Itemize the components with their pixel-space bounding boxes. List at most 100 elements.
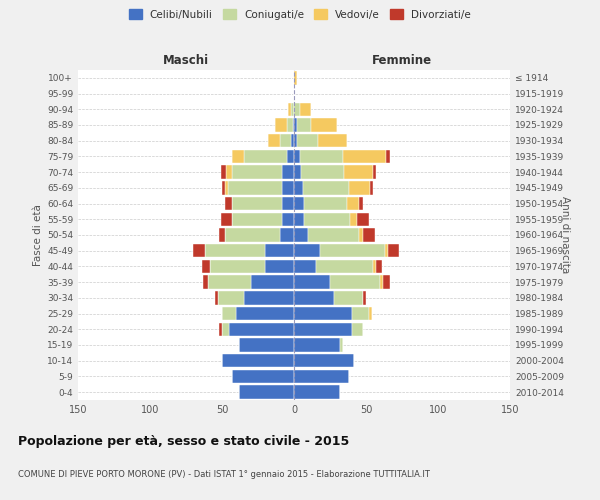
Text: Femmine: Femmine <box>372 54 432 68</box>
Bar <box>229 322 294 336</box>
Bar <box>283 166 294 179</box>
Bar <box>343 150 386 163</box>
Bar <box>294 166 301 179</box>
Bar <box>232 370 294 383</box>
Bar <box>294 260 316 273</box>
Bar <box>208 276 251 289</box>
Bar <box>330 276 380 289</box>
Bar <box>294 228 308 241</box>
Bar <box>304 197 347 210</box>
Bar <box>352 322 363 336</box>
Bar <box>236 307 294 320</box>
Bar <box>294 197 304 210</box>
Bar <box>232 197 283 210</box>
Bar <box>334 291 363 304</box>
Bar <box>308 228 359 241</box>
Bar <box>232 212 283 226</box>
Bar <box>349 181 370 194</box>
Bar <box>219 228 225 241</box>
Bar <box>300 102 311 116</box>
Bar <box>385 244 388 258</box>
Bar <box>291 134 294 147</box>
Bar <box>265 244 294 258</box>
Bar <box>225 228 280 241</box>
Bar <box>302 181 349 194</box>
Y-axis label: Anni di nascita: Anni di nascita <box>560 196 569 274</box>
Bar <box>294 354 355 368</box>
Bar <box>363 291 366 304</box>
Bar <box>294 307 352 320</box>
Bar <box>352 307 369 320</box>
Bar <box>205 244 265 258</box>
Bar <box>225 197 232 210</box>
Bar <box>280 134 291 147</box>
Bar <box>221 212 232 226</box>
Bar <box>244 150 287 163</box>
Bar <box>294 276 330 289</box>
Bar <box>301 166 344 179</box>
Bar <box>340 338 343 351</box>
Bar <box>293 118 294 132</box>
Bar <box>386 150 391 163</box>
Bar <box>239 386 294 399</box>
Bar <box>294 102 300 116</box>
Bar <box>283 197 294 210</box>
Bar <box>294 134 297 147</box>
Bar <box>222 307 236 320</box>
Bar <box>370 181 373 194</box>
Bar <box>265 260 294 273</box>
Bar <box>373 260 376 273</box>
Bar <box>316 260 373 273</box>
Bar <box>294 244 320 258</box>
Bar <box>225 181 228 194</box>
Bar <box>320 244 385 258</box>
Bar <box>344 166 373 179</box>
Bar <box>193 244 205 258</box>
Bar <box>232 166 283 179</box>
Bar <box>232 150 244 163</box>
Bar <box>294 338 340 351</box>
Bar <box>215 291 218 304</box>
Bar <box>244 291 294 304</box>
Bar <box>294 118 297 132</box>
Bar <box>211 260 265 273</box>
Bar <box>228 181 283 194</box>
Bar <box>376 260 382 273</box>
Bar <box>297 134 319 147</box>
Bar <box>294 370 349 383</box>
Bar <box>363 228 374 241</box>
Bar <box>319 134 347 147</box>
Bar <box>251 276 294 289</box>
Bar <box>283 181 294 194</box>
Bar <box>203 276 208 289</box>
Bar <box>294 291 334 304</box>
Bar <box>294 212 304 226</box>
Bar <box>287 118 293 132</box>
Bar <box>226 166 232 179</box>
Bar <box>219 322 222 336</box>
Bar <box>359 228 363 241</box>
Bar <box>294 71 297 85</box>
Bar <box>294 150 300 163</box>
Bar <box>294 322 352 336</box>
Bar <box>304 212 350 226</box>
Bar <box>283 212 294 226</box>
Bar <box>369 307 372 320</box>
Bar <box>275 118 287 132</box>
Bar <box>380 276 383 289</box>
Text: COMUNE DI PIEVE PORTO MORONE (PV) - Dati ISTAT 1° gennaio 2015 - Elaborazione TU: COMUNE DI PIEVE PORTO MORONE (PV) - Dati… <box>18 470 430 479</box>
Text: Popolazione per età, sesso e stato civile - 2015: Popolazione per età, sesso e stato civil… <box>18 435 349 448</box>
Bar <box>291 102 294 116</box>
Bar <box>218 291 244 304</box>
Bar <box>388 244 399 258</box>
Bar <box>294 386 340 399</box>
Bar <box>311 118 337 132</box>
Bar <box>202 260 211 273</box>
Bar <box>294 181 302 194</box>
Bar <box>222 354 294 368</box>
Bar <box>222 322 229 336</box>
Bar <box>288 102 291 116</box>
Bar <box>221 166 226 179</box>
Y-axis label: Fasce di età: Fasce di età <box>33 204 43 266</box>
Bar <box>358 212 369 226</box>
